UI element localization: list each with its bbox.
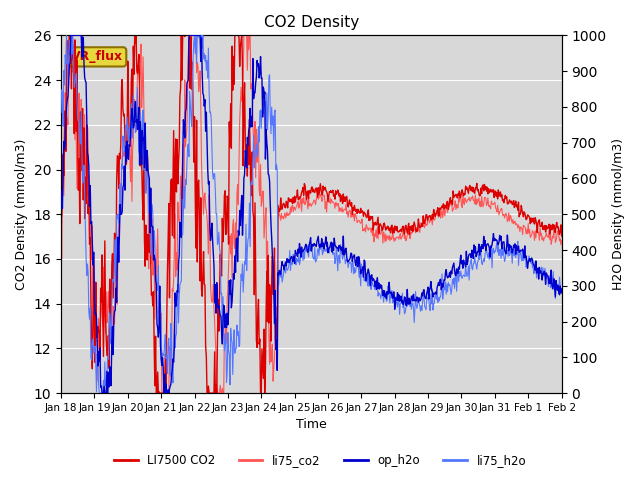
Title: CO2 Density: CO2 Density (264, 15, 359, 30)
Legend: LI7500 CO2, li75_co2, op_h2o, li75_h2o: LI7500 CO2, li75_co2, op_h2o, li75_h2o (109, 449, 531, 472)
Y-axis label: CO2 Density (mmol/m3): CO2 Density (mmol/m3) (15, 139, 28, 290)
X-axis label: Time: Time (296, 419, 326, 432)
Text: VR_flux: VR_flux (71, 50, 123, 63)
Y-axis label: H2O Density (mmol/m3): H2O Density (mmol/m3) (612, 138, 625, 290)
